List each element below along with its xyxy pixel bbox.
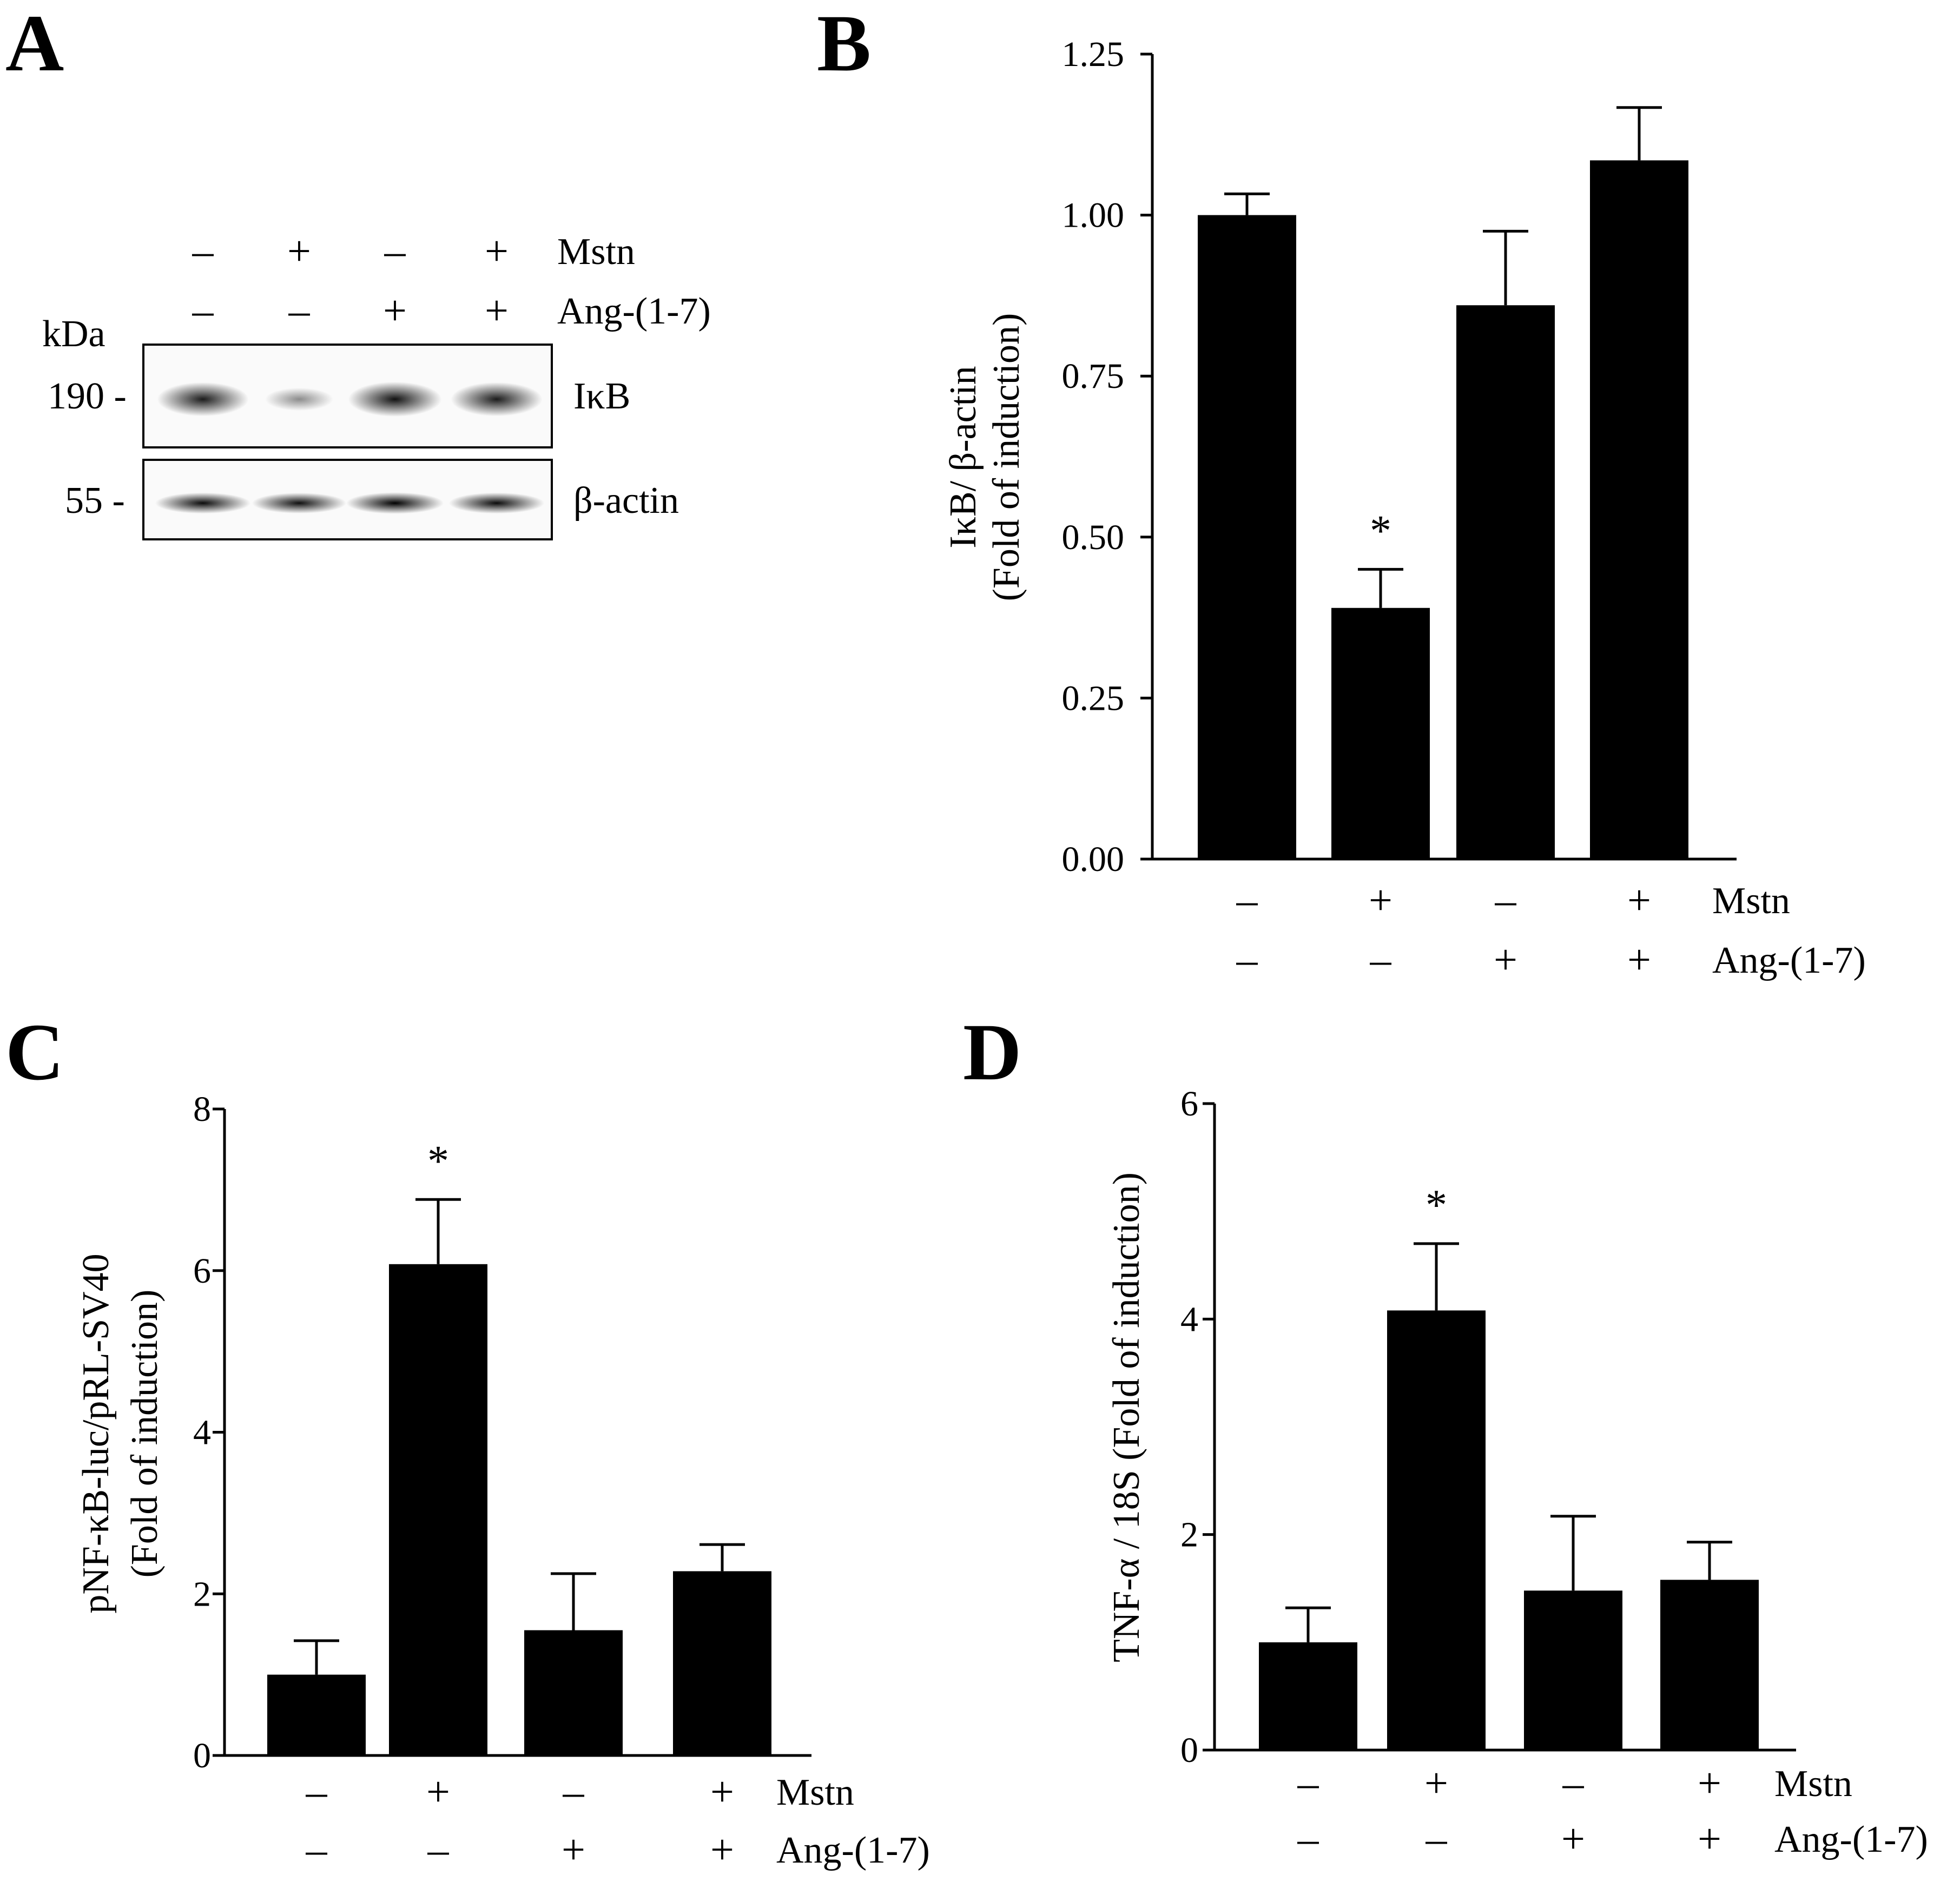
significance-marker: * (1370, 507, 1391, 554)
blot-band (265, 387, 333, 411)
y-tick-label: 0 (1180, 1731, 1198, 1770)
blot-mstn-sign: + (485, 227, 509, 274)
blot-mstn-sign: + (287, 227, 311, 274)
blot-band (155, 492, 251, 514)
blot-band (451, 382, 543, 417)
panel-letter-b: B (817, 0, 871, 88)
panel-letter-d: D (963, 1007, 1021, 1097)
blot-row-label-mstn: Mstn (557, 231, 635, 273)
blot-band (346, 492, 444, 514)
blot-bands-ikb (157, 381, 543, 417)
blot-bands-actin (155, 492, 545, 514)
y-tick-label: 4 (193, 1413, 211, 1453)
bar (524, 1630, 623, 1755)
ang-sign: – (306, 1826, 328, 1873)
bar (1590, 160, 1688, 859)
y-tick-label: 6 (193, 1251, 211, 1291)
significance-marker: * (1426, 1181, 1447, 1229)
blot-ang-sign: – (192, 287, 214, 334)
blot-mstn-sign: – (192, 227, 214, 274)
blot-band (157, 382, 249, 417)
y-tick-label: 8 (193, 1090, 211, 1129)
mstn-sign: – (1236, 876, 1258, 923)
ang-sign: + (1627, 936, 1651, 983)
bar (1524, 1590, 1622, 1750)
ang-sign: – (1236, 936, 1258, 983)
ang-sign: + (1494, 936, 1517, 983)
bar (1387, 1310, 1486, 1750)
treatment-label-mstn: Mstn (776, 1772, 854, 1813)
blot-band-label-actin: β-actin (573, 480, 679, 521)
blot-mstn-sign: – (384, 227, 406, 274)
chart-panel-c: 0 2 4 6 8 – – * + – – + + + Mstn Ang-(1-7) pNF-κB-luc/pR… (75, 1090, 930, 1873)
blot-ang-sign: – (288, 287, 311, 334)
ang-sign: + (1698, 1815, 1721, 1862)
ang-sign: – (1297, 1815, 1319, 1862)
y-axis-label-sub: (Fold of induction) (986, 313, 1027, 602)
mstn-sign: – (1562, 1759, 1585, 1806)
blot-band (448, 492, 545, 514)
bar (673, 1571, 771, 1755)
y-tick-label: 4 (1180, 1299, 1198, 1339)
treatment-label-ang: Ang-(1-7) (1712, 940, 1866, 981)
mstn-sign: + (710, 1768, 734, 1815)
y-tick-label: 0 (193, 1736, 211, 1775)
blot-band-label-ikb: IκB (573, 375, 630, 417)
bar (267, 1674, 366, 1755)
bar (389, 1264, 487, 1755)
significance-marker: * (427, 1137, 449, 1185)
bar (1456, 305, 1555, 859)
western-blot: – + – + Mstn – – + + Ang-(1-7) kDa 190 -… (42, 227, 711, 540)
panel-letter-c: C (5, 1007, 64, 1097)
blot-ang-sign: + (485, 287, 509, 334)
y-tick-label: 6 (1180, 1084, 1198, 1124)
bar (1331, 608, 1430, 859)
panel-letter-a: A (5, 0, 64, 88)
ang-sign: + (710, 1826, 734, 1873)
mstn-sign: + (426, 1768, 450, 1815)
y-tick-label: 2 (193, 1574, 211, 1614)
ang-sign: – (1370, 936, 1392, 983)
y-tick-label: 1.00 (1062, 196, 1125, 235)
y-tick-label: 2 (1180, 1515, 1198, 1555)
kda-label: kDa (42, 313, 105, 355)
y-tick-label: 0.25 (1062, 678, 1125, 718)
blot-band (252, 492, 347, 514)
ang-sign: – (1426, 1815, 1448, 1862)
mstn-sign: + (1627, 876, 1651, 923)
y-tick-label: 1.25 (1062, 35, 1125, 74)
mstn-sign: + (1369, 876, 1393, 923)
blot-band (348, 381, 442, 417)
mstn-sign: – (306, 1768, 328, 1815)
treatment-label-mstn: Mstn (1774, 1763, 1852, 1805)
bar (1198, 215, 1296, 860)
chart-panel-b: 0.00 0.25 0.50 0.75 1.00 1.25 – – * + – – + + + Mstn Ang… (942, 35, 1866, 983)
blot-row-label-ang: Ang-(1-7) (557, 291, 711, 332)
ang-sign: – (427, 1826, 450, 1873)
blot-marker-55: 55 - (65, 480, 125, 521)
bar (1259, 1642, 1357, 1750)
y-tick-label: 0.00 (1062, 840, 1125, 879)
y-axis-label: IκB/ β-actin (942, 366, 984, 548)
y-axis-label-sub: (Fold of induction) (124, 1290, 166, 1578)
y-axis-label: TNF-α / 18S (Fold of induction) (1106, 1172, 1147, 1662)
mstn-sign: – (563, 1768, 585, 1815)
ang-sign: + (562, 1826, 585, 1873)
treatment-label-mstn: Mstn (1712, 880, 1790, 922)
ang-sign: + (1561, 1815, 1585, 1862)
mstn-sign: – (1495, 876, 1517, 923)
blot-ang-sign: + (383, 287, 407, 334)
chart-panel-d: 0 2 4 6 – – * + – – + + + Mstn Ang-(1-7) TNF-α / 18S (F… (1106, 1084, 1928, 1862)
treatment-label-ang: Ang-(1-7) (776, 1830, 930, 1871)
y-tick-label: 0.50 (1062, 518, 1125, 557)
y-axis-label: pNF-κB-luc/pRL-SV40 (75, 1253, 117, 1613)
mstn-sign: – (1297, 1759, 1319, 1806)
treatment-label-ang: Ang-(1-7) (1774, 1819, 1928, 1860)
y-tick-label: 0.75 (1062, 357, 1125, 396)
blot-marker-190: 190 - (48, 375, 127, 417)
mstn-sign: + (1424, 1759, 1448, 1806)
bar (1660, 1580, 1759, 1750)
mstn-sign: + (1698, 1759, 1721, 1806)
